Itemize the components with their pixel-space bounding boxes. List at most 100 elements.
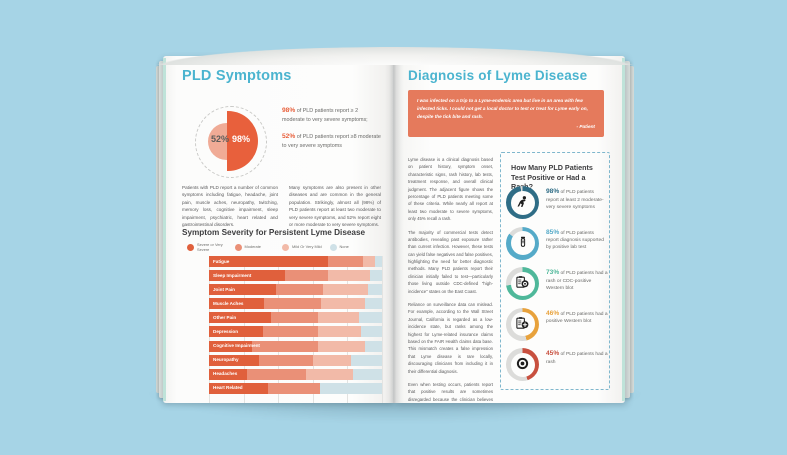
right-page: Diagnosis of Lyme Disease I was infected…	[394, 56, 625, 403]
chart-category-label: Sleep Impairment	[213, 272, 252, 278]
chart-bar-segment	[262, 326, 318, 338]
open-book-mockup: PLD Symptoms 52% 98% 98% of PLD patients…	[156, 47, 634, 403]
stat-text: of PLD patients report ≥8 moderate to ve…	[282, 133, 381, 149]
pld-symptoms-proportion-chart: 52% 98%	[187, 104, 280, 179]
left-page-title: PLD Symptoms	[182, 68, 292, 84]
panel-stat-description: of PLD patients had a rash or CDC-positi…	[546, 271, 608, 291]
chart-bar-track	[209, 284, 382, 296]
stat-callout: 98% of PLD patients report ≥ 2 moderate …	[282, 106, 382, 125]
chart-bar-segment	[364, 298, 382, 310]
test-tube-icon	[516, 235, 530, 251]
chart-legend: Severe or Very Severe Moderate Mild Or Ver…	[187, 242, 377, 253]
chart-bar-segment	[317, 326, 362, 338]
patient-quote-attribution: - Patient	[576, 123, 596, 129]
chart-bar-segment	[209, 284, 277, 296]
left-body-column-1: Patients with PLD report a number of com…	[182, 185, 278, 228]
chart-bar-segment	[312, 354, 351, 366]
chart-category-label: Fatigue	[213, 258, 230, 264]
legend-label: Moderate	[244, 244, 261, 250]
legend-color-swatch	[234, 244, 242, 252]
chart-bar-segment	[209, 256, 329, 267]
chart-legend-item: Mild Or Very Mild	[282, 243, 330, 253]
page-stack-edge-right-outer	[626, 66, 634, 393]
chart-bar-track	[209, 270, 382, 282]
chart-bar-row: Headaches	[182, 368, 382, 380]
chart-bar-track	[209, 340, 382, 352]
panel-stat-text: 73% of PLD patients had a rash or CDC-po…	[546, 268, 608, 292]
chart-bar-segment	[209, 312, 272, 324]
right-body-column: Lyme disease is a clinical diagnosis bas…	[408, 156, 493, 403]
chart-category-label: Depression	[213, 329, 239, 335]
hunched-person-icon	[515, 194, 530, 211]
chart-bar-segment	[350, 354, 382, 366]
stat-value: 52%	[282, 132, 296, 140]
chart-bar-track	[209, 368, 382, 380]
bullseye-rash-icon	[515, 356, 530, 373]
panel-stat-text: 46% of PLD patients had a positive Weste…	[546, 309, 608, 326]
progress-ring	[506, 226, 539, 260]
panel-stat-description: of PLD patients had a positive Western b…	[546, 311, 608, 325]
legend-label: Severe or Very Severe	[197, 242, 223, 252]
chart-bar-segment	[276, 284, 324, 296]
donut-52-label: 52%	[211, 134, 230, 144]
ring-inner	[510, 312, 535, 336]
chart-bar-row: Cognitive Impairment	[182, 340, 382, 352]
chart-bar-track	[209, 256, 382, 267]
chart-bar-segment	[364, 340, 382, 352]
chart-bar-segment	[361, 326, 382, 338]
legend-label: None	[339, 244, 349, 250]
left-stat-callouts: 98% of PLD patients report ≥ 2 moderate …	[282, 106, 382, 157]
chart-bar-segment	[375, 256, 382, 267]
chart-bar-row: Joint Pain	[182, 284, 382, 296]
legend-label: Mild Or Very Mild	[292, 244, 322, 250]
chart-bar-segment	[209, 368, 248, 380]
chart-bar-segment	[209, 354, 260, 366]
progress-ring	[506, 267, 539, 300]
chart-bar-segment	[209, 326, 263, 338]
chart-bar-segment	[252, 340, 318, 352]
chart-bar-segment	[369, 270, 382, 282]
chart-bar-segment	[259, 354, 313, 366]
chart-bar-segment	[317, 312, 360, 324]
chart-bar-row: Heart Related	[182, 382, 382, 394]
chart-bar-segment	[368, 284, 382, 296]
stat-value: 98%	[282, 107, 296, 114]
panel-stat-row: 73% of PLD patients had a rash or CDC-po…	[506, 267, 608, 307]
chart-bar-segment	[319, 382, 382, 394]
patient-quote-box: I was infected on a trip to a Lyme-endem…	[408, 90, 604, 137]
panel-stat-value: 98%	[546, 188, 560, 195]
chart-bar-segment	[317, 340, 365, 352]
chart-legend-item: Severe or Very Severe	[187, 242, 235, 253]
chart-bar-segment	[271, 312, 318, 324]
panel-stat-value: 73%	[546, 269, 560, 276]
chart-bar-segment	[321, 298, 365, 310]
chart-bar-segment	[328, 256, 363, 267]
chart-bar-row: Neuropathy	[182, 354, 382, 366]
chart-bar-track	[209, 312, 382, 324]
symptom-severity-chart: Fatigue Sleep Impairment Joint Pain Muscle …	[182, 256, 383, 403]
chart-bar-segment	[247, 368, 306, 380]
panel-stat-row: 46% of PLD patients had a positive Weste…	[506, 307, 608, 348]
chart-bar-rows: Fatigue Sleep Impairment Joint Pain Muscle …	[182, 256, 382, 397]
body-paragraph: The majority of commercial tests detect …	[408, 229, 493, 294]
chart-bar-track	[209, 354, 382, 366]
panel-stat-text: 85% of PLD patients report diagnosis sup…	[546, 228, 608, 252]
chart-bar-row: Sleep Impairment	[182, 270, 382, 282]
ring-inner	[510, 231, 535, 255]
chart-category-label: Joint Pain	[213, 286, 235, 292]
clipboard-target-icon	[515, 275, 530, 292]
stats-panel-dashed-border	[500, 152, 610, 390]
gridline	[382, 256, 383, 403]
chart-category-label: Muscle Aches	[213, 300, 244, 306]
legend-color-swatch	[187, 244, 194, 252]
chart-bar-row: Depression	[182, 326, 382, 338]
chart-bar-segment	[209, 270, 286, 282]
legend-color-swatch	[329, 244, 337, 252]
panel-stat-description: of PLD patients had a rash	[546, 352, 608, 365]
chart-category-label: Neuropathy	[213, 357, 239, 363]
chart-bar-segment	[305, 368, 353, 380]
stat-callout: 52% of PLD patients report ≥8 moderate t…	[282, 132, 382, 151]
left-body-column-2: Many symptoms are also present in other …	[289, 185, 381, 228]
left-page: PLD Symptoms 52% 98% 98% of PLD patients…	[163, 56, 394, 403]
panel-stat-description: of PLD patients report diagnosis support…	[546, 230, 604, 251]
